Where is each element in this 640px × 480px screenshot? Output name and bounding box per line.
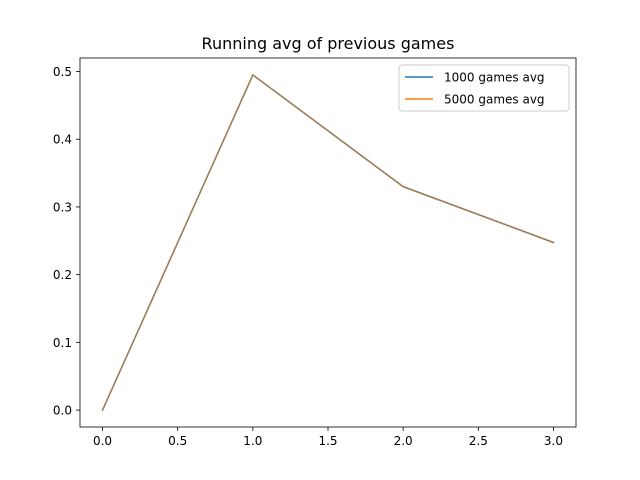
x-tick-label: 2.0 <box>394 434 413 448</box>
y-tick-label: 0.0 <box>53 404 72 418</box>
series-line-2 <box>101 74 555 411</box>
x-tick-label: 2.5 <box>469 434 488 448</box>
x-tick-label: 3.0 <box>544 434 563 448</box>
x-tick-label: 1.0 <box>243 434 262 448</box>
y-tick-label: 0.5 <box>53 65 72 79</box>
legend-box <box>398 64 570 112</box>
x-tick-label: 0.0 <box>93 434 112 448</box>
axes: 0.0 0.5 1.0 1.5 2.0 2.5 3.0 0.0 0.1 0.2 0.3 0.4 0.5 <box>53 57 577 448</box>
x-tick-label: 1.5 <box>318 434 337 448</box>
y-tick-label: 0.4 <box>53 133 72 147</box>
y-tick-label: 0.3 <box>53 200 72 214</box>
chart-title: Running avg of previous games <box>202 34 455 53</box>
legend-label: 5000 games avg <box>444 93 545 107</box>
series-lines <box>101 74 555 411</box>
legend-label: 1000 games avg <box>444 71 545 85</box>
x-tick-label: 0.5 <box>168 434 187 448</box>
legend: 1000 games avg 5000 games avg <box>398 64 570 112</box>
y-tick-label: 0.1 <box>53 336 72 350</box>
y-tick-label: 0.2 <box>53 268 72 282</box>
